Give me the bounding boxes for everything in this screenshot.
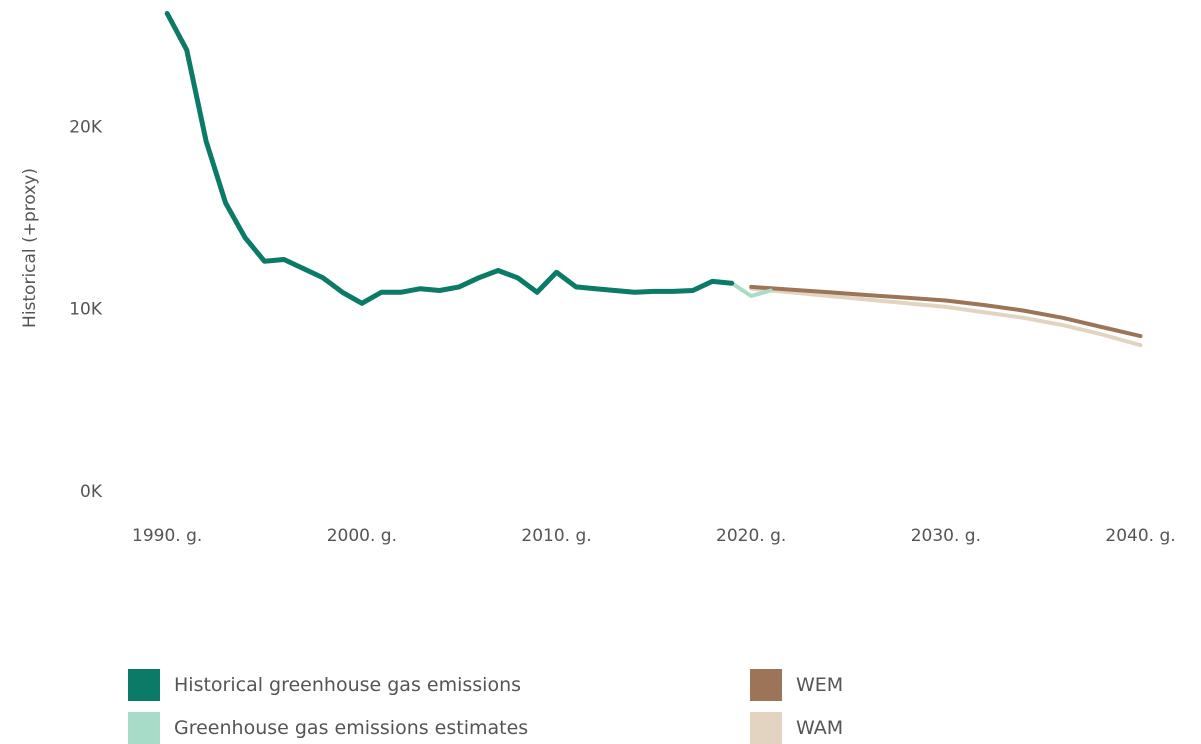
legend-item-wem: WEM bbox=[750, 669, 843, 701]
series-line-wem bbox=[749, 284, 1143, 339]
series-line-greenhouse-gas-emissions-estimates bbox=[729, 281, 773, 298]
x-tick-label: 2020. g. bbox=[716, 526, 786, 546]
x-tick-label: 1990. g. bbox=[132, 526, 202, 546]
legend-swatch-estimates bbox=[128, 712, 160, 744]
y-axis-ticks: 0K 10K 20K bbox=[69, 117, 103, 502]
y-tick-label: 10K bbox=[69, 300, 103, 320]
series-line-wam bbox=[749, 286, 1143, 348]
legend-label-estimates: Greenhouse gas emissions estimates bbox=[174, 717, 529, 739]
legend-item-wam: WAM bbox=[750, 712, 843, 744]
y-tick-label: 20K bbox=[69, 117, 103, 137]
y-axis-title: Historical (+proxy) bbox=[20, 168, 40, 328]
x-tick-label: 2030. g. bbox=[911, 526, 981, 546]
x-tick-label: 2040. g. bbox=[1105, 526, 1175, 546]
legend-label-wam: WAM bbox=[796, 717, 844, 739]
y-axis-title-group: Historical (+proxy) bbox=[20, 168, 40, 328]
series-lines bbox=[164, 11, 1143, 348]
series-line-historical-greenhouse-gas-emissions bbox=[164, 11, 735, 306]
legend-swatch-wem bbox=[750, 669, 782, 701]
y-tick-label: 0K bbox=[80, 482, 103, 502]
legend-label-historical: Historical greenhouse gas emissions bbox=[174, 674, 522, 696]
x-tick-label: 2000. g. bbox=[327, 526, 397, 546]
legend-label-wem: WEM bbox=[796, 674, 844, 696]
legend-item-estimates: Greenhouse gas emissions estimates bbox=[128, 712, 528, 744]
x-tick-label: 2010. g. bbox=[521, 526, 591, 546]
legend-item-historical: Historical greenhouse gas emissions bbox=[128, 669, 521, 701]
legend-swatch-wam bbox=[750, 712, 782, 744]
legend-swatch-historical bbox=[128, 669, 160, 701]
x-axis-ticks: 1990. g. 2000. g. 2010. g. 2020. g. 2030. g.… bbox=[132, 526, 1176, 546]
